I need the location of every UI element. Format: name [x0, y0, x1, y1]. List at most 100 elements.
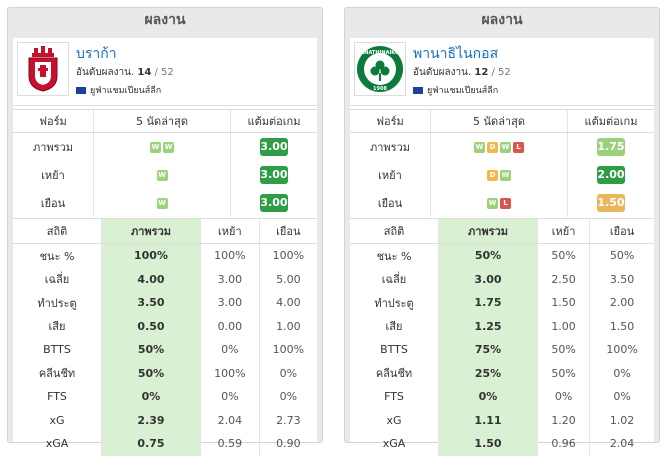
stat-home: 50%: [536, 338, 590, 362]
stats-row: ชนะ % 50% 50% 50%: [350, 243, 654, 268]
stats-row: xG 1.11 1.20 1.02: [350, 408, 654, 432]
result-badge: D: [487, 170, 498, 181]
stat-overall: 0%: [438, 385, 538, 409]
stat-label: เฉลี่ย: [381, 273, 407, 287]
stat-overall: 1.50: [438, 432, 538, 456]
stat-home: 50%: [536, 361, 590, 385]
team-header: บราก้า อันดับผลงาน. 14 / 52 ยูฟ่าแชมเปีย…: [13, 38, 317, 106]
stat-overall: 0.50: [101, 314, 201, 338]
rank-label: อันดับผลงาน.: [76, 67, 135, 78]
panel-title: ผลงาน: [481, 12, 523, 28]
stat-overall: 3.00: [438, 267, 538, 291]
stats-row: ทำประตู 3.50 3.00 4.00: [13, 291, 317, 315]
rank-total: / 52: [491, 67, 511, 78]
stat-away: 3.50: [589, 267, 654, 291]
stat-home: 0.00: [200, 314, 260, 338]
rank-total: / 52: [154, 67, 174, 78]
stats-header-overall: ภาพรวม: [438, 218, 538, 244]
ppg-badge: 1.50: [597, 194, 625, 212]
stat-away: 1.50: [589, 314, 654, 338]
stat-away: 1.02: [589, 408, 654, 432]
logo-text: PANATHINAIKOS: [357, 50, 403, 56]
stats-header-home: เหย้า: [536, 218, 590, 244]
panathinaikos-crest-logo: PANATHINAIKOS 1908: [354, 42, 406, 96]
stats-row: xGA 0.75 0.59 0.90: [13, 432, 317, 456]
stats-row: FTS 0% 0% 0%: [350, 385, 654, 409]
stats-row: BTTS 50% 0% 100%: [13, 338, 317, 362]
form-row-label: เหย้า: [378, 169, 402, 182]
team-name[interactable]: พานาธิไนกอส: [413, 46, 499, 62]
league-name: ยูฟ่าแชมเปียนส์ลีก: [90, 86, 162, 96]
stat-away: 0.90: [258, 432, 317, 456]
stat-overall: 1.11: [438, 408, 538, 432]
stat-overall: 50%: [101, 361, 201, 385]
league-name: ยูฟ่าแชมเปียนส์ลีก: [427, 86, 499, 96]
stat-overall: 50%: [438, 243, 538, 268]
stats-table: สถิติ ภาพรวม เหย้า เยือน ชนะ % 50% 50% 50% …: [350, 218, 654, 456]
stat-overall: 4.00: [101, 267, 201, 291]
stats-row: FTS 0% 0% 0%: [13, 385, 317, 409]
stat-home: 0%: [200, 385, 260, 409]
form-header-form: ฟอร์ม: [13, 109, 94, 133]
stat-away: 5.00: [258, 267, 317, 291]
stat-overall: 1.75: [438, 291, 538, 315]
form-row-label: เยือน: [40, 197, 66, 210]
stat-away: 100%: [589, 338, 654, 362]
stats-row: ชนะ % 100% 100% 100%: [13, 243, 317, 268]
stat-overall: 100%: [101, 243, 201, 268]
league-info: ยูฟ่าแชมเปียนส์ลีก: [413, 83, 498, 97]
stats-row: คลีนชีท 25% 50% 0%: [350, 361, 654, 385]
stat-away: 0%: [258, 385, 317, 409]
stat-label: เสีย: [48, 320, 66, 334]
stat-overall: 25%: [438, 361, 538, 385]
stat-label: BTTS: [380, 343, 408, 357]
result-badge: W: [156, 198, 168, 209]
stat-label: ชนะ %: [39, 249, 75, 263]
stats-header-stat: สถิติ: [350, 218, 439, 244]
result-badge: D: [487, 142, 498, 153]
stat-label: ชนะ %: [376, 249, 412, 263]
stat-overall: 1.25: [438, 314, 538, 338]
form-results: W: [93, 161, 231, 189]
form-row: เหย้า W 3.00: [13, 161, 317, 189]
stat-label: เสีย: [385, 320, 403, 334]
result-badge: W: [150, 142, 161, 153]
stats-row: เสีย 1.25 1.00 1.50: [350, 314, 654, 338]
ppg-badge: 3.00: [260, 194, 288, 212]
form-row-label: ภาพรวม: [32, 141, 73, 154]
stats-row: ทำประตู 1.75 1.50 2.00: [350, 291, 654, 315]
stat-home: 50%: [536, 243, 590, 268]
team-name[interactable]: บราก้า: [76, 46, 117, 62]
stat-overall: 75%: [438, 338, 538, 362]
stat-label: คลีนชีท: [375, 367, 413, 381]
stat-label: xGA: [45, 437, 69, 451]
stat-label: เฉลี่ย: [44, 273, 70, 287]
stat-away: 0%: [589, 385, 654, 409]
stat-away: 2.73: [258, 408, 317, 432]
stat-home: 0.96: [536, 432, 590, 456]
stat-away: 100%: [258, 338, 317, 362]
form-header-ppg: แต้มต่อเกม: [230, 109, 317, 133]
eu-flag-icon: [413, 86, 423, 94]
stat-away: 2.04: [589, 432, 654, 456]
ppg-badge: 3.00: [260, 138, 288, 156]
stat-overall: 0%: [101, 385, 201, 409]
eu-flag-icon: [76, 86, 86, 94]
stat-away: 2.00: [589, 291, 654, 315]
stats-header-stat: สถิติ: [13, 218, 102, 244]
form-row-label: ภาพรวม: [369, 141, 410, 154]
stats-row: xG 2.39 2.04 2.73: [13, 408, 317, 432]
form-row-label: เยือน: [377, 197, 403, 210]
rank-value: 14: [137, 67, 152, 78]
stat-home: 0.59: [200, 432, 260, 456]
form-header-last5: 5 นัดล่าสุด: [430, 109, 568, 133]
ppg-badge: 2.00: [597, 166, 625, 184]
result-badge: W: [487, 198, 498, 209]
